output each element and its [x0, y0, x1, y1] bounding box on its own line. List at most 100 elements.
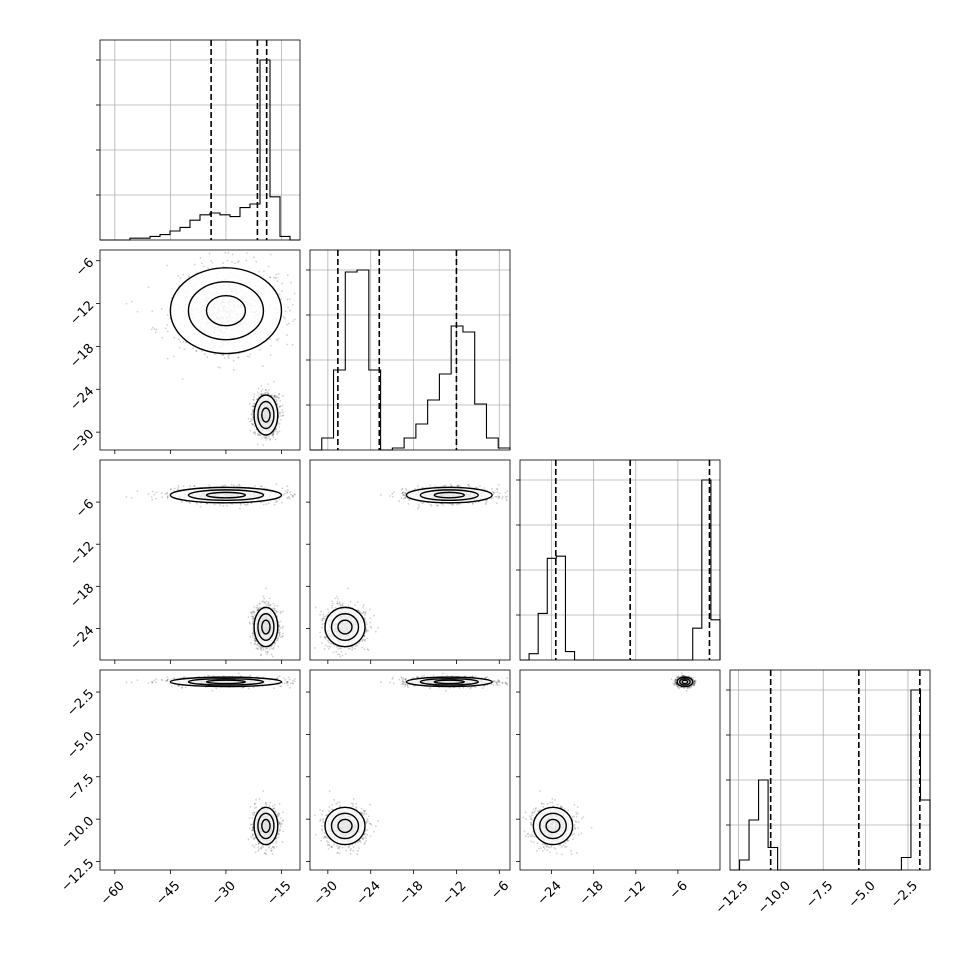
sample-point [281, 290, 283, 292]
sample-point [358, 643, 360, 645]
sample-point [161, 308, 163, 310]
scatter-panel-1-0: −30−24−18−12−6 [67, 229, 317, 457]
sample-point [183, 348, 185, 350]
sample-point [166, 493, 168, 495]
sample-point [148, 286, 150, 288]
sample-point [153, 494, 155, 496]
sample-point [287, 485, 289, 487]
sample-point [391, 493, 393, 495]
sample-point [225, 484, 227, 486]
sample-point [266, 648, 268, 650]
sample-point [214, 504, 216, 506]
sample-point [226, 505, 228, 507]
sample-point [282, 635, 284, 637]
sample-point [188, 502, 190, 504]
sample-point [152, 491, 154, 493]
sample-point [276, 399, 278, 401]
sample-point [292, 496, 294, 498]
sample-point [294, 493, 296, 495]
sample-point [249, 353, 251, 355]
sample-point [196, 503, 198, 505]
sample-point [260, 385, 262, 387]
sample-point [237, 261, 239, 263]
sample-point [167, 314, 169, 316]
sample-point [177, 275, 179, 277]
sample-point [250, 642, 252, 644]
sample-point [249, 403, 251, 405]
sample-point [231, 484, 233, 486]
sample-point [290, 494, 292, 496]
sample-point [282, 633, 284, 635]
sample-point [126, 303, 128, 305]
sample-point [232, 254, 234, 256]
sample-point [275, 274, 277, 276]
sample-point [339, 656, 341, 658]
sample-point [276, 431, 278, 433]
histogram-panel-1 [306, 250, 510, 450]
sample-point [248, 356, 250, 358]
sample-point [258, 271, 260, 273]
sample-point [263, 649, 265, 651]
sample-point [222, 354, 224, 356]
y-tick-label: −12 [67, 298, 97, 328]
sample-point [155, 498, 157, 500]
sample-point [276, 433, 278, 435]
sample-point [167, 331, 169, 333]
sample-point [256, 604, 258, 606]
sample-point [233, 369, 235, 371]
sample-point [214, 353, 216, 355]
sample-point [278, 394, 280, 396]
sample-point [210, 260, 212, 262]
sample-point [189, 485, 191, 487]
sample-point [269, 438, 271, 440]
sample-point [282, 611, 284, 613]
sample-point [262, 389, 264, 391]
sample-point [261, 437, 263, 439]
sample-point [248, 616, 250, 618]
sample-point [233, 360, 235, 362]
sample-point [286, 491, 288, 493]
sample-point [278, 426, 280, 428]
sample-point [194, 485, 196, 487]
sample-point [272, 434, 274, 436]
sample-point [261, 485, 263, 487]
sample-point [269, 648, 271, 650]
sample-point [246, 252, 248, 254]
sample-point [265, 439, 267, 441]
sample-point [292, 320, 294, 322]
sample-point [245, 260, 247, 262]
sample-point [194, 264, 196, 266]
sample-point [288, 323, 290, 325]
sample-point [275, 395, 277, 397]
sample-point [287, 274, 289, 276]
sample-point [252, 634, 254, 636]
sample-point [279, 431, 281, 433]
sample-point [262, 444, 264, 446]
sample-point [273, 381, 275, 383]
sample-point [228, 354, 230, 356]
sample-point [167, 497, 169, 499]
sample-point [316, 321, 318, 323]
sample-point [255, 261, 257, 263]
sample-point [257, 443, 259, 445]
sample-point [126, 496, 128, 498]
sample-point [275, 611, 277, 613]
sample-point [263, 598, 265, 600]
sample-point [268, 266, 270, 268]
sample-point [252, 405, 254, 407]
sample-point [195, 350, 197, 352]
sample-point [247, 503, 249, 505]
sample-point [165, 327, 167, 329]
sample-point [211, 262, 213, 264]
sample-point [274, 609, 276, 611]
sample-point [280, 405, 282, 407]
sample-point [234, 263, 236, 265]
sample-point [219, 504, 221, 506]
y-tick-label: −6 [73, 497, 97, 521]
sample-point [285, 490, 287, 492]
sample-point [283, 316, 285, 318]
sample-point [275, 483, 277, 485]
sample-point [251, 414, 253, 416]
sample-point [276, 640, 278, 642]
sample-point [286, 497, 288, 499]
